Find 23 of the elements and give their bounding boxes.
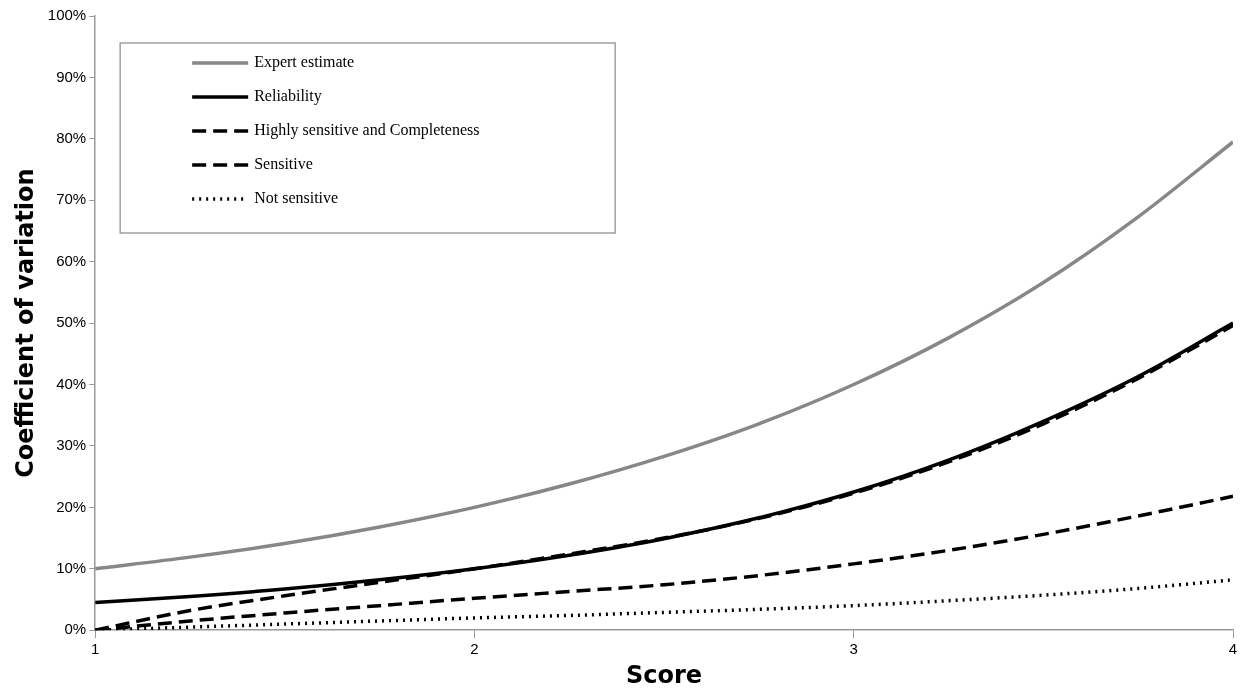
x-axis-title: Score (626, 660, 703, 689)
y-axis-title: Coefficient of variation (10, 168, 39, 478)
x-tick-label: 3 (849, 640, 858, 658)
y-tick-label: 40% (56, 374, 87, 392)
y-tick-label: 70% (56, 190, 87, 208)
y-tick-label: 30% (56, 436, 87, 454)
legend-label: Reliability (254, 87, 322, 106)
legend-label: Highly sensitive and Completeness (254, 121, 480, 140)
x-tick-label: 1 (90, 640, 100, 658)
x-tick-label: 2 (470, 640, 479, 658)
y-tick-label: 100% (47, 6, 87, 24)
y-tick-label: 60% (56, 251, 87, 269)
line-series (95, 140, 1233, 571)
y-tick-label: 80% (56, 128, 87, 146)
y-tick-label: 20% (56, 497, 87, 515)
y-tick-label: 50% (56, 313, 87, 331)
legend-label: Not sensitive (254, 189, 339, 207)
y-tick-label: 90% (56, 67, 87, 85)
y-tick-label: 0% (64, 620, 87, 638)
y-tick-label: 10% (56, 558, 87, 576)
legend-label: Expert estimate (254, 53, 355, 72)
legend-label: Sensitive (254, 155, 313, 173)
x-tick-label: 4 (1228, 640, 1238, 658)
